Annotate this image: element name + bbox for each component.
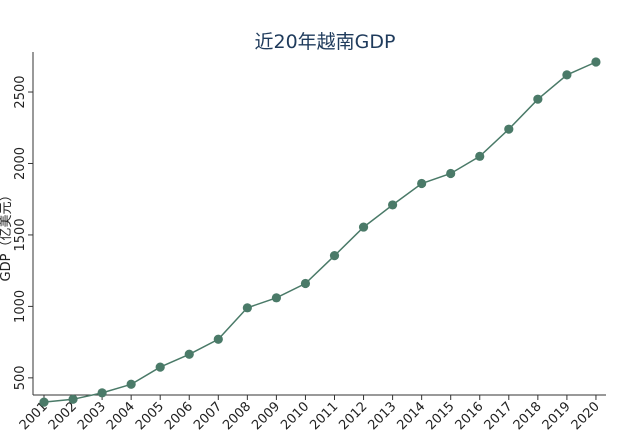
series-line xyxy=(43,61,597,403)
x-tick-label: 2006 xyxy=(162,399,196,433)
x-tick-label: 2015 xyxy=(424,399,458,433)
data-point-2014 xyxy=(417,178,427,189)
x-tick-label: 2013 xyxy=(365,399,399,433)
x-tick-label: 2004 xyxy=(104,399,138,433)
x-tick-label: 2016 xyxy=(453,399,487,433)
y-tick-label: 1000 xyxy=(13,290,28,323)
y-axis-title: GDP（亿美元） xyxy=(0,189,14,282)
data-point-2007 xyxy=(213,334,223,344)
x-tick-label: 2005 xyxy=(133,399,167,433)
x-tick-label: 2017 xyxy=(482,399,516,433)
data-point-2017 xyxy=(504,124,514,134)
x-tick-label: 2002 xyxy=(46,399,80,433)
data-point-2003 xyxy=(97,388,107,398)
x-tick-label: 2020 xyxy=(569,399,603,433)
data-point-2005 xyxy=(155,362,165,372)
data-point-2011 xyxy=(329,251,340,261)
data-point-2019 xyxy=(562,70,572,80)
x-axis-ticks: 2001200220032004200520062007200820092010… xyxy=(17,395,603,433)
data-point-2015 xyxy=(446,168,456,179)
x-tick-label: 2007 xyxy=(191,399,225,433)
y-tick-label: 2000 xyxy=(13,147,28,180)
x-tick-label: 2010 xyxy=(278,399,312,433)
x-tick-label: 2009 xyxy=(249,399,283,433)
x-tick-label: 2003 xyxy=(75,399,109,433)
x-tick-label: 2008 xyxy=(220,399,254,433)
x-tick-label: 2019 xyxy=(540,399,574,433)
x-tick-label: 2011 xyxy=(307,399,341,433)
data-point-2013 xyxy=(388,200,398,210)
data-point-2001 xyxy=(39,397,49,407)
data-point-2010 xyxy=(300,278,311,289)
series-points xyxy=(39,57,601,407)
data-point-2012 xyxy=(358,222,369,232)
y-tick-label: 500 xyxy=(13,365,28,390)
y-tick-label: 1500 xyxy=(13,218,28,251)
data-point-2006 xyxy=(184,349,194,359)
x-tick-label: 2014 xyxy=(394,399,428,433)
data-point-2002 xyxy=(68,394,78,404)
y-tick-label: 2500 xyxy=(13,75,28,108)
data-point-2020 xyxy=(591,57,601,67)
x-tick-label: 2018 xyxy=(511,399,545,433)
data-point-2004 xyxy=(126,379,136,389)
data-point-2009 xyxy=(271,293,281,303)
data-point-2018 xyxy=(533,94,543,104)
data-point-2008 xyxy=(242,303,252,313)
x-tick-label: 2012 xyxy=(336,399,370,433)
chart-title: 近20年越南GDP xyxy=(255,31,396,53)
data-point-2016 xyxy=(475,151,485,161)
y-axis-ticks: 500 1000 1500 2000 2500 xyxy=(13,75,33,390)
